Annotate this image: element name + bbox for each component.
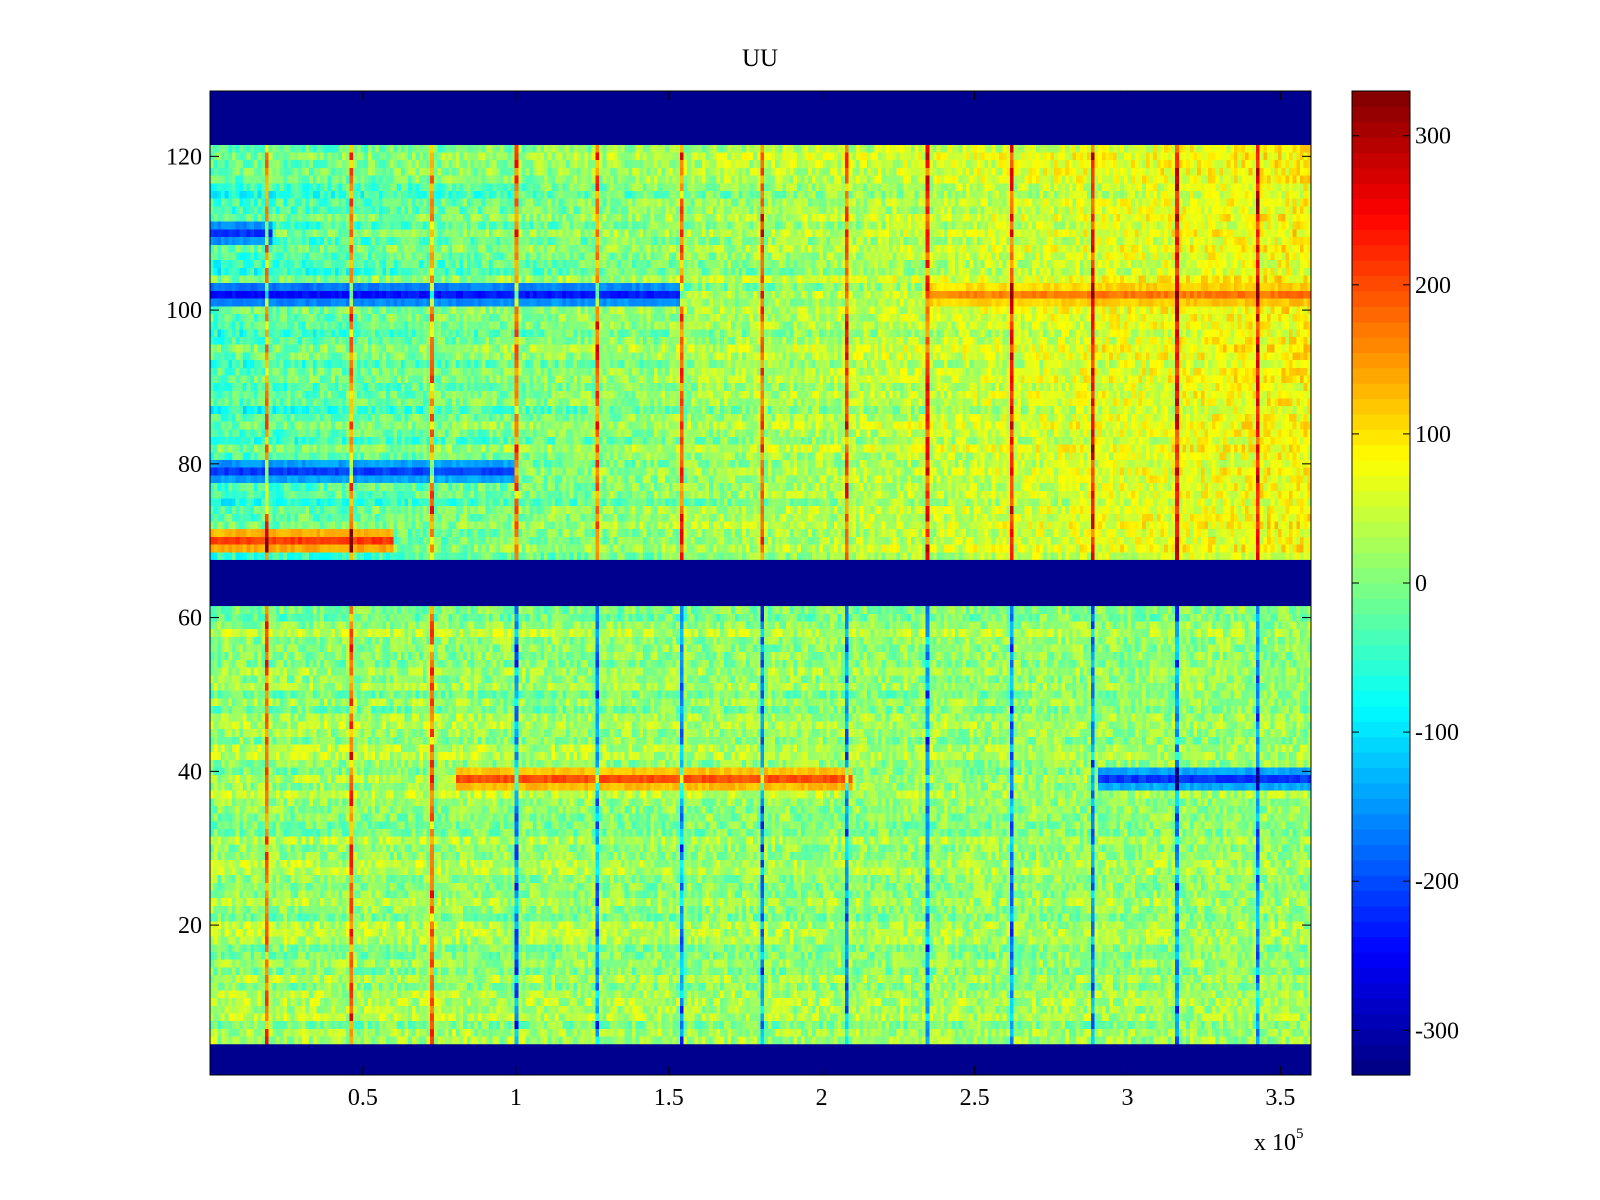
y-tick-label: 60: [178, 606, 202, 632]
x-multiplier-base: x 10: [1254, 1130, 1296, 1156]
colorbar-tick-label: -100: [1415, 720, 1459, 746]
x-axis-multiplier: x 105: [1254, 1126, 1304, 1156]
y-tick-label: 40: [178, 759, 202, 785]
colorbar-step: [1352, 1044, 1410, 1061]
colorbar-step: [1352, 598, 1410, 615]
colorbar-step: [1352, 106, 1410, 123]
colorbar-step: [1352, 921, 1410, 938]
y-axis: 20 40 60 80 100 120: [166, 144, 1311, 939]
colorbar-step: [1352, 952, 1410, 968]
colorbar-step: [1352, 967, 1410, 984]
colorbar-step: [1352, 905, 1410, 922]
colorbar-step: [1352, 644, 1410, 661]
colorbar: [1352, 91, 1410, 1076]
colorbar-step: [1352, 782, 1410, 799]
colorbar-step: [1352, 214, 1410, 230]
y-tick-label: 120: [166, 144, 202, 170]
heatmap: [210, 91, 1311, 1075]
colorbar-step: [1352, 798, 1410, 815]
colorbar-step: [1352, 1059, 1410, 1076]
colorbar-step: [1352, 982, 1410, 999]
colorbar-step: [1352, 567, 1410, 584]
colorbar-step: [1352, 475, 1410, 492]
colorbar-ticks: 300 200 100 0 -100 -200 -300: [1352, 124, 1459, 1044]
empty-channel-band-2: [210, 559, 1311, 607]
colorbar-step: [1352, 583, 1410, 599]
colorbar-tick-label: 100: [1415, 422, 1451, 448]
colorbar-step: [1352, 721, 1410, 738]
colorbar-step: [1352, 736, 1410, 753]
colorbar-step: [1352, 444, 1410, 461]
colorbar-step: [1352, 229, 1410, 246]
colorbar-step: [1352, 998, 1410, 1015]
colorbar-step: [1352, 337, 1410, 353]
colorbar-step: [1352, 536, 1410, 553]
colorbar-step: [1352, 875, 1410, 892]
x-tick-label: 3.5: [1265, 1085, 1295, 1111]
colorbar-tick-label: 300: [1415, 124, 1451, 150]
colorbar-step: [1352, 521, 1410, 538]
x-axis: 0.5 1 1.5 2 2.5 3 3.5: [348, 91, 1295, 1111]
x-multiplier-exponent: 5: [1296, 1126, 1304, 1142]
colorbar-step: [1352, 137, 1410, 154]
colorbar-step: [1352, 383, 1410, 400]
y-tick-label: 100: [166, 298, 202, 324]
colorbar-step: [1352, 490, 1410, 507]
colorbar-step: [1352, 152, 1410, 169]
colorbar-step: [1352, 198, 1410, 215]
plot-frame: [209, 90, 1312, 1076]
colorbar-step: [1352, 121, 1410, 138]
x-tick-label: 1.5: [654, 1085, 684, 1111]
colorbar-step: [1352, 260, 1410, 277]
colorbar-step: [1352, 183, 1410, 200]
colorbar-step: [1352, 398, 1410, 415]
x-tick-label: 0.5: [348, 1085, 378, 1111]
colorbar-step: [1352, 552, 1410, 569]
y-tick-label: 80: [178, 452, 202, 478]
colorbar-step: [1352, 506, 1410, 523]
colorbar-step: [1352, 859, 1410, 876]
colorbar-tick-label: 200: [1415, 273, 1451, 299]
colorbar-step: [1352, 306, 1410, 323]
colorbar-step: [1352, 352, 1410, 369]
colorbar-tick-label: -300: [1415, 1018, 1459, 1044]
colorbar-step: [1352, 890, 1410, 907]
colorbar-step: [1352, 690, 1410, 707]
x-tick-label: 2.5: [960, 1085, 990, 1111]
x-tick-label: 3: [1122, 1085, 1134, 1111]
colorbar-step: [1352, 844, 1410, 861]
colorbar-step: [1352, 429, 1410, 446]
colorbar-step: [1352, 244, 1410, 261]
colorbar-step: [1352, 290, 1410, 307]
colorbar-step: [1352, 1028, 1410, 1045]
colorbar-step: [1352, 167, 1410, 184]
y-tick-label: 20: [178, 913, 202, 939]
colorbar-step: [1352, 413, 1410, 430]
colorbar-step: [1352, 91, 1410, 107]
colorbar-step: [1352, 275, 1410, 292]
colorbar-step: [1352, 460, 1410, 476]
x-tick-label: 1: [510, 1085, 522, 1111]
chart-title: UU: [742, 45, 778, 72]
empty-channel-band-3: [210, 91, 1311, 145]
colorbar-tick-label: 0: [1415, 571, 1427, 597]
colorbar-step: [1352, 675, 1410, 692]
empty-channel-band-1: [210, 1044, 1311, 1075]
colorbar-tick-label: -200: [1415, 869, 1459, 895]
colorbar-step: [1352, 659, 1410, 676]
x-tick-label: 2: [816, 1085, 828, 1111]
colorbar-step: [1352, 936, 1410, 953]
colorbar-step: [1352, 629, 1410, 646]
colorbar-step: [1352, 367, 1410, 384]
colorbar-step: [1352, 752, 1410, 769]
colorbar-step: [1352, 829, 1410, 845]
colorbar-step: [1352, 613, 1410, 630]
colorbar-step: [1352, 321, 1410, 338]
colorbar-step: [1352, 813, 1410, 830]
colorbar-step: [1352, 1013, 1410, 1030]
colorbar-step: [1352, 767, 1410, 784]
colorbar-step: [1352, 706, 1410, 722]
